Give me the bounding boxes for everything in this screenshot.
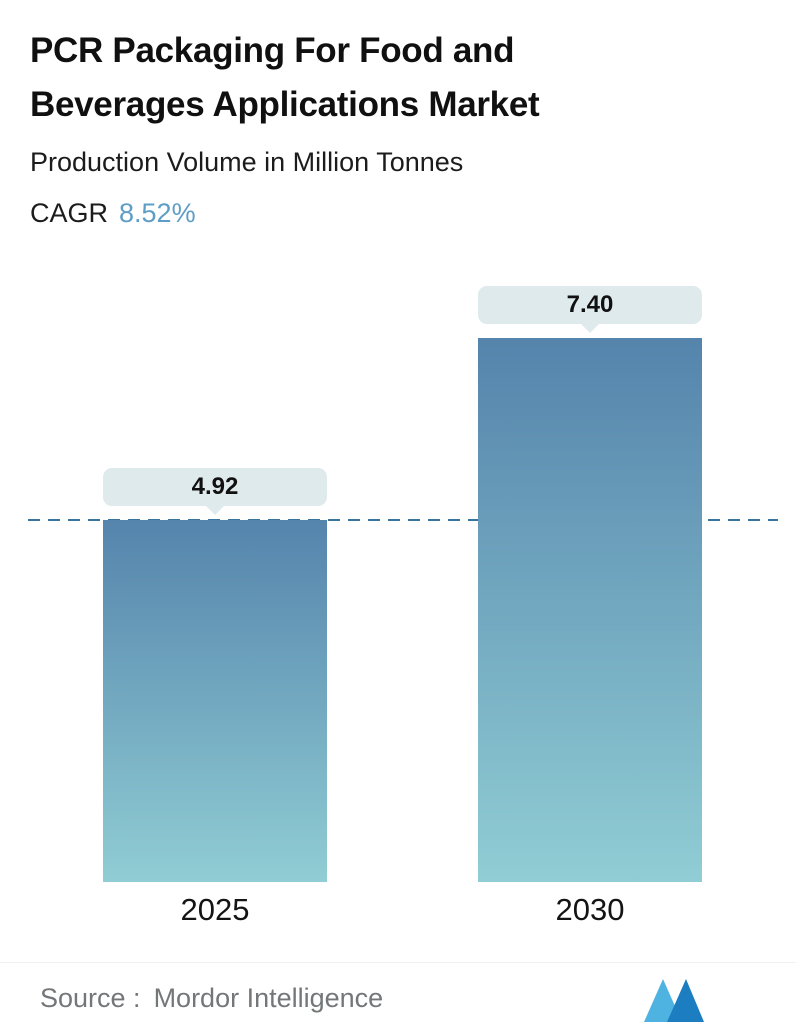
reference-dashline — [28, 519, 778, 521]
mordor-intelligence-logo — [644, 978, 704, 1022]
bar-2025 — [103, 520, 327, 882]
source-attribution: Source : Mordor Intelligence — [40, 983, 383, 1014]
cagr-value: 8.52% — [119, 198, 196, 228]
x-axis-label-2025: 2025 — [180, 892, 250, 927]
chart-header: PCR Packaging For Food and Beverages App… — [30, 24, 772, 230]
source-value: Mordor Intelligence — [153, 983, 384, 1013]
value-label-2025: 4.92 — [103, 468, 327, 506]
title-line-1: PCR Packaging For Food and — [30, 31, 515, 70]
chart-subtitle: Production Volume in Million Tonnes — [30, 147, 464, 177]
bar-2030 — [478, 338, 702, 882]
cagr-line: CAGR 8.52% — [30, 196, 772, 230]
x-axis-label-2030: 2030 — [555, 892, 625, 927]
source-label: Source : — [40, 983, 141, 1013]
plot-area: 4.92 7.40 — [0, 260, 796, 882]
title-line-2: Beverages Applications Market — [30, 85, 540, 124]
page-title: PCR Packaging For Food and Beverages App… — [30, 24, 772, 132]
x-axis-labels: 2025 2030 — [0, 892, 796, 938]
chart-footer: Source : Mordor Intelligence — [0, 962, 796, 1034]
cagr-label: CAGR — [30, 198, 109, 228]
value-label-2030: 7.40 — [478, 286, 702, 324]
